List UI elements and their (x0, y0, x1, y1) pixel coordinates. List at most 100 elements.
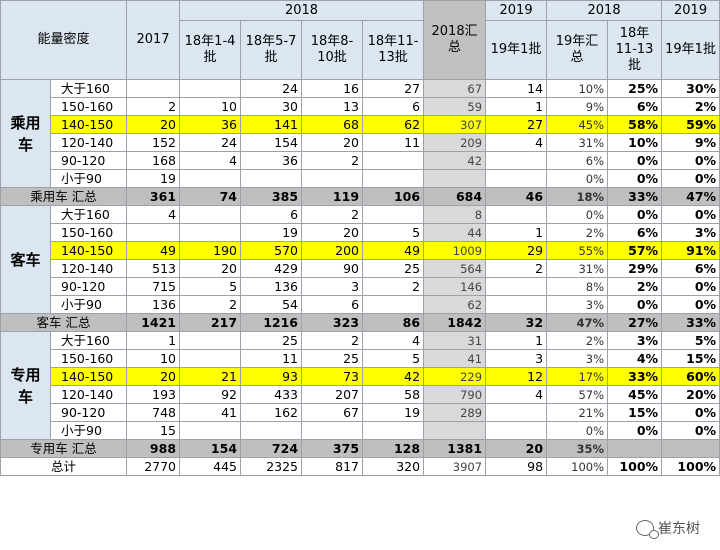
cell-batch-5-7: 19 (240, 223, 303, 242)
cell-pct-11-13: 3% (607, 331, 663, 350)
cell-19-batch-1 (485, 205, 548, 224)
col-header-batch-1-4: 18年1-4批 (179, 20, 242, 80)
cell-batch-11-13 (362, 205, 425, 224)
cell-batch-1-4 (179, 79, 242, 98)
table-row: 150-160 2 10 30 13 6 59 1 9% 6% 2% (1, 97, 720, 116)
cell-2018-sum: 790 (423, 385, 487, 404)
cell-2018-sum: 684 (423, 187, 487, 206)
cell-batch-1-4 (179, 349, 242, 368)
cell-batch-11-13: 4 (362, 331, 425, 350)
cell-2017: 988 (126, 439, 181, 458)
cell-2018-sum: 1842 (423, 313, 487, 332)
cell-pct-19-1: 0% (661, 277, 720, 296)
cell-19-sum-pct: 21% (546, 403, 609, 422)
cell-batch-8-10: 16 (301, 79, 364, 98)
cell-batch-1-4: 41 (179, 403, 242, 422)
cell-batch-5-7 (240, 421, 303, 440)
cell-batch-8-10: 90 (301, 259, 364, 278)
cell-19-batch-1: 1 (485, 331, 548, 350)
cell-pct-19-1: 0% (661, 295, 720, 314)
cell-2017: 152 (126, 133, 181, 152)
summary-label: 乘用车 汇总 (0, 187, 128, 206)
cell-batch-8-10: 119 (301, 187, 364, 206)
cell-batch-1-4 (179, 421, 242, 440)
cell-pct-19-1: 47% (661, 187, 720, 206)
cell-19-sum-pct: 3% (546, 349, 609, 368)
cell-pct-11-13: 4% (607, 349, 663, 368)
cell-pct-19-1: 91% (661, 241, 720, 260)
cell-batch-11-13: 25 (362, 259, 425, 278)
cell-2017: 136 (126, 295, 181, 314)
cell-pct-11-13: 2% (607, 277, 663, 296)
summary-label: 专用车 汇总 (0, 439, 128, 458)
cell-pct-19-1: 59% (661, 115, 720, 134)
cell-batch-11-13 (362, 295, 425, 314)
cell-2018-sum: 1009 (423, 241, 487, 260)
cell-batch-1-4: 20 (179, 259, 242, 278)
cell-batch-11-13: 5 (362, 349, 425, 368)
table-row: 小于90 136 2 54 6 62 3% 0% 0% (1, 295, 720, 314)
cell-pct-11-13: 29% (607, 259, 663, 278)
cell-2017: 193 (126, 385, 181, 404)
table-row: 90-120 168 4 36 2 42 6% 0% 0% (1, 151, 720, 170)
table-row: 乘用车 大于160 24 16 27 67 14 10% 25% 30% (0, 79, 720, 188)
row-label: 140-150 (49, 367, 128, 386)
cell-2018-sum: 307 (423, 115, 487, 134)
cell-2017: 20 (126, 115, 181, 134)
row-label: 150-160 (49, 223, 128, 242)
cell-pct-11-13: 33% (607, 187, 663, 206)
wechat-icon (636, 520, 659, 539)
cell-19-sum-pct: 8% (546, 277, 609, 296)
cell-batch-1-4: 217 (179, 313, 242, 332)
cell-pct-11-13: 45% (607, 385, 663, 404)
cell-2018-sum: 289 (423, 403, 487, 422)
cell-pct-19-1: 15% (661, 349, 720, 368)
table-row: 140-150 20 21 93 73 42 229 12 17% 33% 60% (1, 367, 720, 386)
cell-pct-11-13: 57% (607, 241, 663, 260)
group-header-2018: 2018 (179, 0, 425, 21)
cell-pct-11-13: 6% (607, 97, 663, 116)
cell-2018-sum: 1381 (423, 439, 487, 458)
cell-pct-19-1: 0% (661, 403, 720, 422)
row-label: 小于90 (49, 169, 128, 188)
cell-19-batch-1: 20 (485, 439, 548, 458)
cell-batch-5-7: 162 (240, 403, 303, 422)
row-label: 140-150 (49, 241, 128, 260)
cell-batch-5-7: 6 (240, 205, 303, 224)
cell-pct-11-13: 0% (607, 421, 663, 440)
cell-pct-11-13: 27% (607, 313, 663, 332)
col-header-batch-8-10: 18年8-10批 (301, 20, 364, 80)
cell-19-sum-pct: 2% (546, 223, 609, 242)
cell-2017: 19 (126, 169, 181, 188)
cell-19-batch-1: 98 (485, 457, 548, 476)
total-row: 总计 2770 445 2325 817 320 3907 98 100% 100% 100% (0, 457, 720, 476)
table-row: 小于90 19 0% 0% 0% (1, 169, 720, 188)
table-row: 150-160 19 20 5 44 1 2% 6% 3% (1, 223, 720, 242)
cell-2017: 1421 (126, 313, 181, 332)
cell-19-sum-pct: 47% (546, 313, 609, 332)
cell-batch-8-10: 67 (301, 403, 364, 422)
cell-19-sum-pct: 10% (546, 79, 609, 98)
cell-batch-1-4 (179, 331, 242, 350)
col-header-batch-5-7: 18年5-7批 (240, 20, 303, 80)
cell-batch-5-7: 25 (240, 331, 303, 350)
col-header-2017: 2017 (126, 0, 181, 80)
cell-batch-8-10: 207 (301, 385, 364, 404)
row-label: 大于160 (49, 79, 128, 98)
cell-batch-1-4: 36 (179, 115, 242, 134)
cell-batch-11-13: 49 (362, 241, 425, 260)
cell-19-batch-1: 3 (485, 349, 548, 368)
cell-pct-11-13: 0% (607, 295, 663, 314)
cell-2017: 4 (126, 205, 181, 224)
cell-batch-5-7 (240, 169, 303, 188)
table-row: 客车 大于160 4 6 2 8 0% 0% 0% (0, 205, 720, 314)
row-label: 90-120 (49, 277, 128, 296)
row-label: 90-120 (49, 151, 128, 170)
cell-batch-1-4: 24 (179, 133, 242, 152)
cell-19-batch-1 (485, 421, 548, 440)
cell-batch-5-7: 93 (240, 367, 303, 386)
cell-19-batch-1: 4 (485, 133, 548, 152)
cell-pct-11-13: 33% (607, 367, 663, 386)
cell-batch-11-13: 27 (362, 79, 425, 98)
row-label: 150-160 (49, 97, 128, 116)
